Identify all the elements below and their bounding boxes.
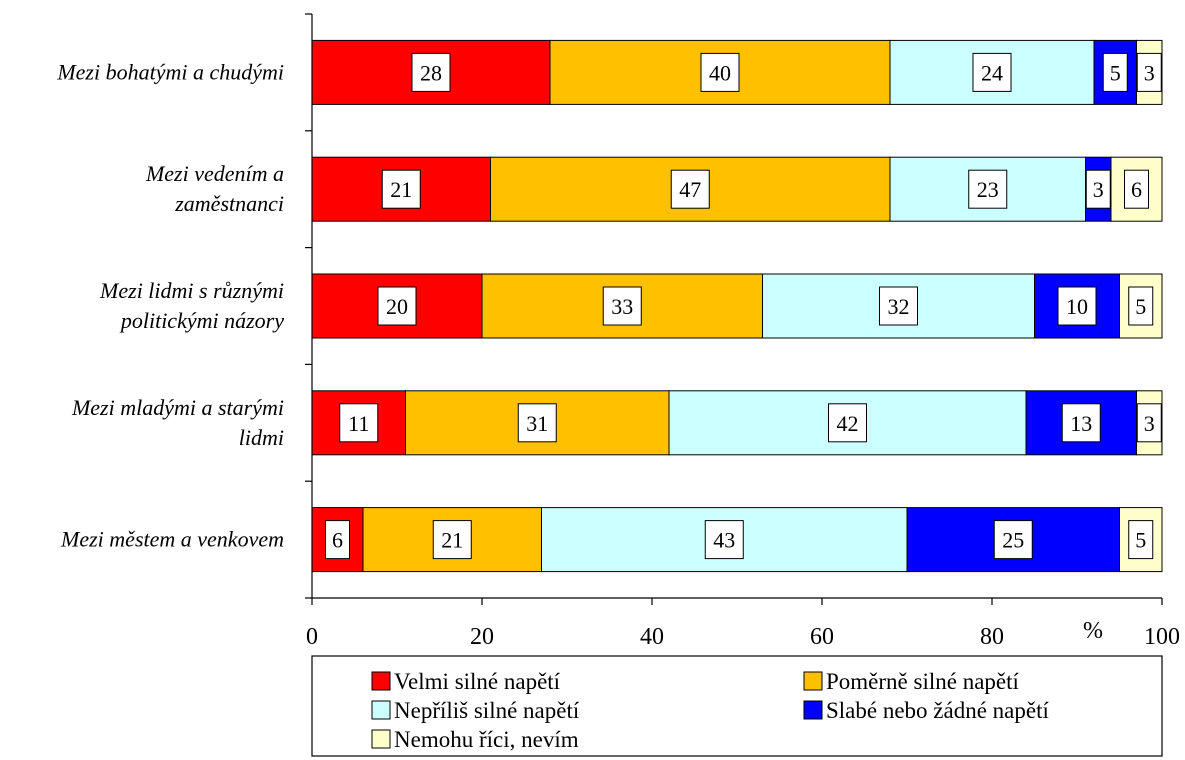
data-label: 33 — [611, 294, 633, 319]
category-label: Mezi vedením a — [145, 161, 284, 186]
data-label: 3 — [1093, 177, 1104, 202]
data-label-box — [377, 286, 417, 326]
data-label-box — [1085, 169, 1111, 209]
data-label-box — [1061, 403, 1101, 443]
legend-label: Poměrně silné napětí — [826, 669, 1020, 694]
data-label: 5 — [1110, 60, 1121, 85]
legend-swatch — [371, 700, 391, 720]
bar-segment — [1034, 273, 1120, 339]
data-label: 42 — [837, 411, 859, 436]
data-label-box — [993, 520, 1033, 560]
data-label-box — [411, 52, 451, 92]
data-label: 3 — [1144, 411, 1155, 436]
data-label: 31 — [526, 411, 548, 436]
data-label-box — [879, 286, 918, 326]
bars-group — [311, 39, 1163, 573]
x-tick-label: 60 — [810, 624, 834, 650]
category-label: lidmi — [239, 425, 284, 450]
legend-label: Slabé nebo žádné napětí — [826, 698, 1049, 723]
axes-group: 0 20 40 60 80 100% — [305, 13, 1180, 650]
data-label: 5 — [1135, 294, 1146, 319]
data-label-box — [602, 286, 642, 326]
category-label: Mezi městem a venkovem — [60, 527, 284, 552]
category-labels-group: Mezi bohatými a chudými Mezi vedením a zam… — [56, 59, 284, 551]
category-label: Mezi bohatými a chudými — [56, 59, 284, 84]
data-label: 10 — [1066, 294, 1088, 319]
data-label-box — [1102, 52, 1128, 92]
category-label: zaměstnanci — [174, 191, 284, 216]
data-label-box — [339, 403, 379, 443]
x-tick-label: 0 — [306, 624, 318, 650]
legend-label: Velmi silné napětí — [394, 669, 561, 694]
data-label-box — [1128, 286, 1154, 326]
x-tick-label: 20 — [470, 624, 494, 650]
data-label: 23 — [977, 177, 999, 202]
data-label: 21 — [441, 528, 463, 553]
bar-segment — [1119, 273, 1163, 339]
x-unit-label: % — [1083, 618, 1103, 644]
data-label: 21 — [390, 177, 412, 202]
data-label-box — [972, 52, 1012, 92]
data-label: 20 — [386, 294, 408, 319]
x-tick-label: 100 — [1144, 624, 1180, 650]
legend-swatch — [371, 671, 391, 691]
data-label-box — [1136, 403, 1162, 443]
legend-frame — [311, 655, 1163, 757]
legend-label: Nemohu říci, nevím — [394, 727, 579, 752]
x-tick-label: 40 — [640, 624, 664, 650]
legend-label: Nepříliš silné napětí — [394, 698, 580, 723]
data-label-box — [828, 403, 867, 443]
data-label-box — [670, 169, 710, 209]
legend-swatch — [803, 700, 823, 720]
data-label: 24 — [981, 60, 1003, 85]
data-label: 25 — [1002, 528, 1024, 553]
data-label-box — [517, 403, 557, 443]
category-label: Mezi lidmi s různými — [99, 278, 284, 303]
data-label: 13 — [1070, 411, 1092, 436]
data-label: 3 — [1144, 60, 1155, 85]
bar-segment — [1119, 507, 1163, 573]
data-label-box — [381, 169, 421, 209]
legend: Velmi silné napětí Poměrně silné napětí Ne… — [311, 655, 1163, 757]
data-label: 40 — [709, 60, 731, 85]
data-label: 6 — [332, 528, 343, 553]
data-label: 28 — [420, 60, 442, 85]
data-label-box — [700, 52, 740, 92]
data-label: 47 — [679, 177, 701, 202]
data-label-box — [1136, 52, 1162, 92]
data-label: 11 — [348, 411, 369, 436]
data-labels-group: 28 40 24 5 321 47 23 3 620 33 32 10 511 31 42 13 36 21 43 2… — [325, 52, 1162, 560]
data-label: 6 — [1131, 177, 1142, 202]
data-label-box — [1057, 286, 1097, 326]
bar-segment — [889, 156, 1086, 222]
data-label: 32 — [888, 294, 910, 319]
bar-segment — [362, 507, 542, 573]
data-label-box — [704, 520, 744, 560]
data-label-box — [1128, 520, 1154, 560]
category-label: politickými názory — [119, 308, 284, 333]
legend-swatch — [803, 671, 823, 691]
data-label-box — [325, 520, 350, 560]
data-label-box — [432, 520, 472, 560]
data-label-box — [1124, 169, 1149, 209]
x-tick-label: 80 — [980, 624, 1004, 650]
data-label: 43 — [713, 528, 735, 553]
data-label-box — [968, 169, 1008, 209]
legend-swatch — [371, 729, 391, 749]
data-label: 5 — [1135, 528, 1146, 553]
category-label: Mezi mladými a starými — [71, 395, 284, 420]
